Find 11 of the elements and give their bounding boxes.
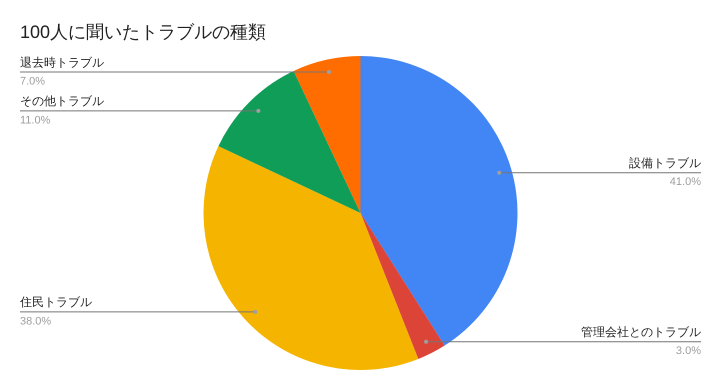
data-label: 11.0% bbox=[20, 114, 51, 126]
slice-label: 住民トラブル bbox=[19, 295, 92, 310]
chart-title: 100人に聞いたトラブルの種類 bbox=[20, 22, 266, 42]
data-label: 3.0% bbox=[676, 345, 702, 358]
slice-label: 退去時トラブル bbox=[20, 55, 104, 70]
slice-label: 設備トラブル bbox=[629, 156, 701, 170]
slice-label: 管理会社とのトラブル bbox=[581, 325, 701, 340]
data-label: 41.0% bbox=[670, 176, 702, 188]
data-label: 7.0% bbox=[20, 76, 46, 88]
data-label: 38.0% bbox=[20, 315, 52, 328]
slice-label: その他トラブル bbox=[20, 94, 104, 108]
